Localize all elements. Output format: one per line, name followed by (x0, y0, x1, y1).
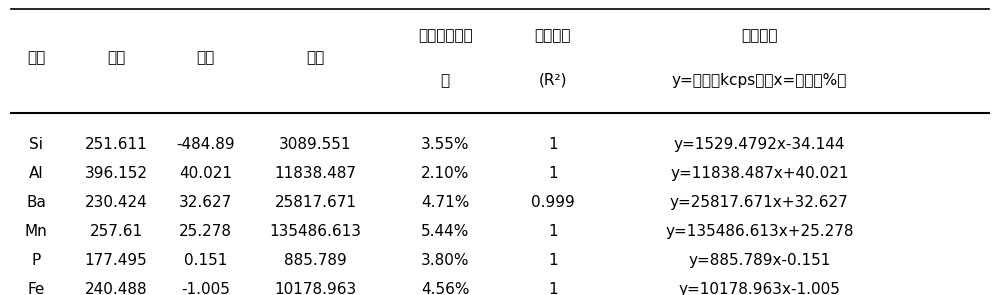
Text: 元素: 元素 (27, 50, 45, 65)
Text: y=135486.613x+25.278: y=135486.613x+25.278 (665, 224, 854, 239)
Text: 11838.487: 11838.487 (275, 166, 357, 181)
Text: 32.627: 32.627 (179, 195, 232, 210)
Text: 相关系数: 相关系数 (535, 28, 571, 43)
Text: y=10178.963x-1.005: y=10178.963x-1.005 (678, 282, 840, 295)
Text: 1: 1 (548, 282, 558, 295)
Text: y=1529.4792x-34.144: y=1529.4792x-34.144 (674, 137, 845, 152)
Text: Al: Al (29, 166, 44, 181)
Text: 差: 差 (441, 73, 450, 88)
Text: 10178.963: 10178.963 (274, 282, 357, 295)
Text: -1.005: -1.005 (181, 282, 230, 295)
Text: y=11838.487x+40.021: y=11838.487x+40.021 (670, 166, 849, 181)
Text: 1: 1 (548, 224, 558, 239)
Text: 5.44%: 5.44% (421, 224, 469, 239)
Text: 残差的标准误: 残差的标准误 (418, 28, 473, 43)
Text: 1: 1 (548, 253, 558, 268)
Text: Ba: Ba (26, 195, 46, 210)
Text: 4.56%: 4.56% (421, 282, 469, 295)
Text: -484.89: -484.89 (177, 137, 235, 152)
Text: y=885.789x-0.151: y=885.789x-0.151 (688, 253, 830, 268)
Text: 40.021: 40.021 (179, 166, 232, 181)
Text: 3.80%: 3.80% (421, 253, 469, 268)
Text: Fe: Fe (28, 282, 45, 295)
Text: 0.999: 0.999 (531, 195, 575, 210)
Text: 相关函数: 相关函数 (741, 28, 778, 43)
Text: 波长: 波长 (107, 50, 125, 65)
Text: 1: 1 (548, 137, 558, 152)
Text: 3.55%: 3.55% (421, 137, 469, 152)
Text: 230.424: 230.424 (85, 195, 147, 210)
Text: Mn: Mn (25, 224, 48, 239)
Text: y=25817.671x+32.627: y=25817.671x+32.627 (670, 195, 849, 210)
Text: 251.611: 251.611 (85, 137, 147, 152)
Text: 135486.613: 135486.613 (270, 224, 362, 239)
Text: 257.61: 257.61 (90, 224, 143, 239)
Text: 截距: 截距 (197, 50, 215, 65)
Text: 斜率: 斜率 (306, 50, 325, 65)
Text: 3089.551: 3089.551 (279, 137, 352, 152)
Text: 885.789: 885.789 (284, 253, 347, 268)
Text: (R²): (R²) (539, 73, 567, 88)
Text: 240.488: 240.488 (85, 282, 147, 295)
Text: 1: 1 (548, 166, 558, 181)
Text: 4.71%: 4.71% (421, 195, 469, 210)
Text: 177.495: 177.495 (85, 253, 147, 268)
Text: 0.151: 0.151 (184, 253, 228, 268)
Text: 396.152: 396.152 (85, 166, 148, 181)
Text: y=强度（kcps），x=浓度（%）: y=强度（kcps），x=浓度（%） (672, 73, 847, 88)
Text: 2.10%: 2.10% (421, 166, 469, 181)
Text: P: P (32, 253, 41, 268)
Text: 25817.671: 25817.671 (275, 195, 357, 210)
Text: Si: Si (29, 137, 43, 152)
Text: 25.278: 25.278 (179, 224, 232, 239)
